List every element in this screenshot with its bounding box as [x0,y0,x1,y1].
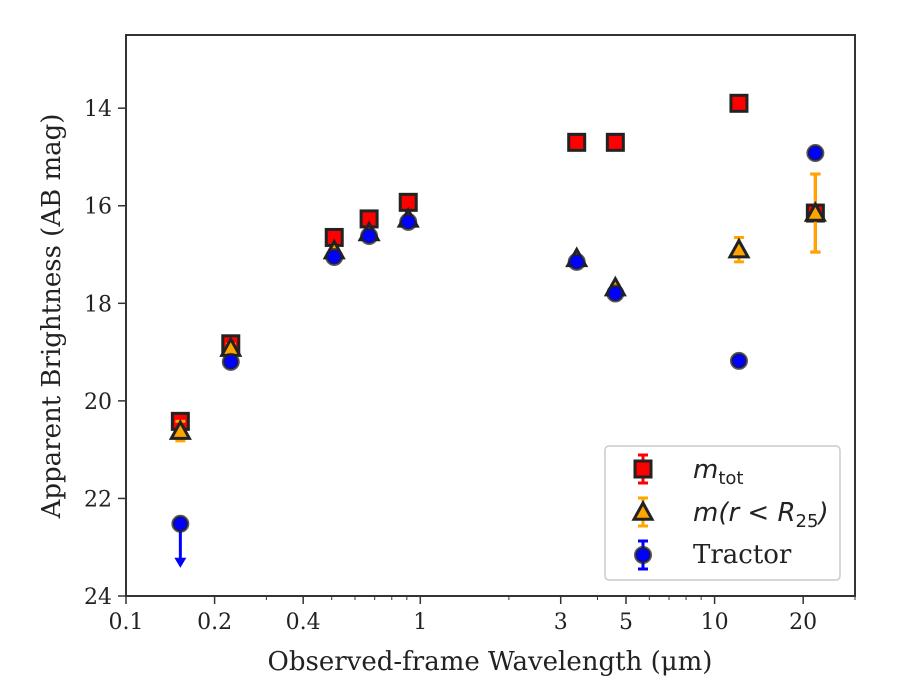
legend-label-mr25: m(r < R25) [693,498,829,532]
x-tick-label: 1 [413,610,427,635]
data-point [221,352,240,371]
legend-marker [633,459,653,479]
legend-mr25-main: m(r < R [693,498,796,528]
data-point [399,212,418,231]
y-tick-label: 18 [84,292,112,317]
legend-marker [634,546,652,564]
x-axis-label: Observed-frame Wavelength (μm) [268,647,713,677]
y-tick-label: 22 [84,487,112,512]
legend-label-mtot: mtot [693,455,743,489]
data-point [729,351,748,370]
legend-mtot-main: m [693,455,718,485]
legend-mr25-sub: 25 [796,511,819,532]
x-tick-label: 10 [701,610,729,635]
legend-entries [631,453,655,571]
data-point [567,252,586,271]
data-point [605,132,625,152]
chart-marks [168,93,827,568]
data-point [727,237,751,259]
x-tick-label: 0.4 [286,610,321,635]
data-point [171,514,190,533]
legend-box [604,445,841,581]
legend: mtot m(r < R25) Tractor [604,445,841,581]
legend-mr25-end: ) [816,498,828,528]
series-tractor [171,144,825,568]
x-tick-label: 0.2 [197,610,232,635]
series-mr25 [168,172,827,443]
data-point [325,247,344,266]
legend-mtot-sub: tot [718,468,743,489]
y-tick-label: 16 [84,195,112,220]
legend-label-tractor: Tractor [693,540,792,570]
y-axis-label: Apparent Brightness (AB mag) [37,114,67,520]
x-tick-label: 5 [619,610,633,635]
y-tick-label: 24 [84,585,112,610]
data-point [803,200,827,222]
x-tick-label: 3 [554,610,568,635]
data-point [168,419,192,440]
axis-ticks: 0.1 0.2 0.4 1 3 5 10 20 14 16 18 20 22 24 [84,97,856,635]
x-tick-label: 20 [789,610,817,635]
plot-frame [125,34,856,597]
series-mtot [170,93,825,431]
data-point [567,132,587,152]
y-tick-label: 20 [84,390,112,415]
data-point [606,284,625,303]
upper-limit-arrow-head [174,557,187,568]
y-tick-label: 14 [84,97,112,122]
data-point [360,226,379,245]
legend-marker [631,499,655,521]
data-point [806,144,825,163]
data-point [729,93,749,113]
x-tick-label: 0.1 [109,610,144,635]
